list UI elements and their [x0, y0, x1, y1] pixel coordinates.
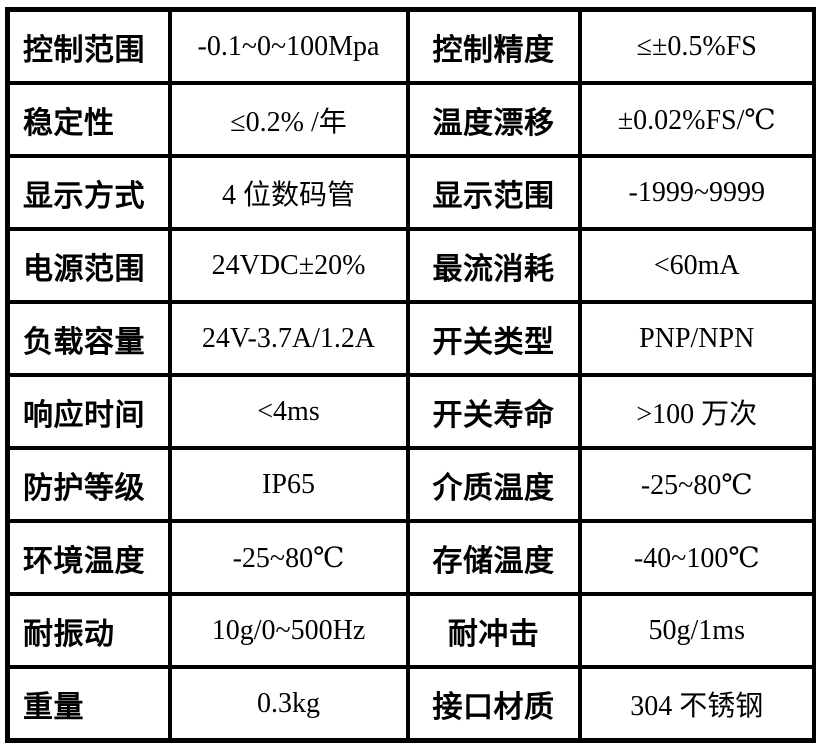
spec-value: 4 位数码管: [167, 154, 410, 231]
spec-label: 环境温度: [5, 519, 172, 596]
table-row: 负载容量 24V-3.7A/1.2A 开关类型 PNP/NPN: [5, 300, 816, 377]
table-row: 电源范围 24VDC±20% 最流消耗 <60mA: [5, 227, 816, 304]
spec-label: 开关类型: [405, 300, 582, 377]
spec-table: 控制范围 -0.1~0~100Mpa 控制精度 ≤±0.5%FS 稳定性 ≤0.…: [5, 7, 816, 743]
table-row: 控制范围 -0.1~0~100Mpa 控制精度 ≤±0.5%FS: [5, 7, 816, 85]
spec-label: 显示方式: [5, 154, 172, 231]
spec-value: PNP/NPN: [577, 300, 816, 377]
spec-label: 控制精度: [405, 7, 582, 85]
spec-label: 接口材质: [405, 665, 582, 743]
spec-label: 耐振动: [5, 592, 172, 669]
spec-value: <4ms: [167, 373, 410, 450]
spec-value: 10g/0~500Hz: [167, 592, 410, 669]
spec-value: -40~100℃: [577, 519, 816, 596]
spec-label: 负载容量: [5, 300, 172, 377]
spec-label: 存储温度: [405, 519, 582, 596]
spec-value: 24V-3.7A/1.2A: [167, 300, 410, 377]
spec-value: 0.3kg: [167, 665, 410, 743]
spec-label: 控制范围: [5, 7, 172, 85]
spec-value: ±0.02%FS/℃: [577, 81, 816, 158]
table-row: 耐振动 10g/0~500Hz 耐冲击 50g/1ms: [5, 592, 816, 669]
spec-value: 24VDC±20%: [167, 227, 410, 304]
table-row: 防护等级 IP65 介质温度 -25~80℃: [5, 446, 816, 523]
spec-label: 响应时间: [5, 373, 172, 450]
spec-value: -0.1~0~100Mpa: [167, 7, 410, 85]
table-row: 稳定性 ≤0.2% /年 温度漂移 ±0.02%FS/℃: [5, 81, 816, 158]
spec-value: -25~80℃: [167, 519, 410, 596]
spec-label: 介质温度: [405, 446, 582, 523]
spec-value: ≤±0.5%FS: [577, 7, 816, 85]
spec-value: -25~80℃: [577, 446, 816, 523]
spec-value: 304 不锈钢: [577, 665, 816, 743]
spec-label: 电源范围: [5, 227, 172, 304]
table-row: 响应时间 <4ms 开关寿命 >100 万次: [5, 373, 816, 450]
spec-label: 耐冲击: [405, 592, 582, 669]
spec-label: 稳定性: [5, 81, 172, 158]
spec-label: 最流消耗: [405, 227, 582, 304]
table-row: 环境温度 -25~80℃ 存储温度 -40~100℃: [5, 519, 816, 596]
spec-value: ≤0.2% /年: [167, 81, 410, 158]
spec-value: <60mA: [577, 227, 816, 304]
spec-value: IP65: [167, 446, 410, 523]
spec-value: >100 万次: [577, 373, 816, 450]
table-row: 重量 0.3kg 接口材质 304 不锈钢: [5, 665, 816, 743]
table-row: 显示方式 4 位数码管 显示范围 -1999~9999: [5, 154, 816, 231]
spec-value: -1999~9999: [577, 154, 816, 231]
spec-value: 50g/1ms: [577, 592, 816, 669]
spec-label: 显示范围: [405, 154, 582, 231]
spec-label: 防护等级: [5, 446, 172, 523]
spec-table-body: 控制范围 -0.1~0~100Mpa 控制精度 ≤±0.5%FS 稳定性 ≤0.…: [5, 7, 816, 743]
spec-label: 开关寿命: [405, 373, 582, 450]
spec-label: 重量: [5, 665, 172, 743]
spec-label: 温度漂移: [405, 81, 582, 158]
